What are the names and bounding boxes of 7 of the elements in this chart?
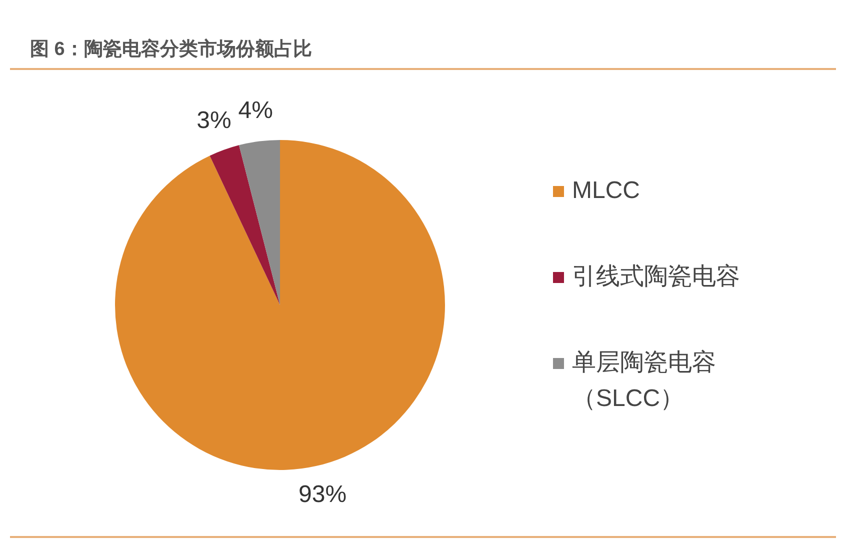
chart-title: 图 6：陶瓷电容分类市场份额占比 xyxy=(30,38,312,62)
legend-label: 单层陶瓷电容（SLCC） xyxy=(572,348,717,414)
data-label: 93% xyxy=(298,480,347,508)
legend-label: 引线式陶瓷电容 xyxy=(572,262,741,292)
legend-label: MLCC xyxy=(572,176,642,206)
data-label: 3% xyxy=(196,107,232,134)
data-label: 4% xyxy=(238,97,273,124)
